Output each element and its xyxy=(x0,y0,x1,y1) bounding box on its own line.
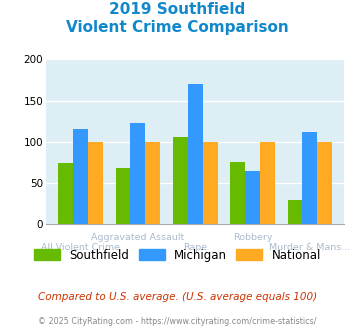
Text: Violent Crime Comparison: Violent Crime Comparison xyxy=(66,20,289,35)
Bar xyxy=(88,142,103,224)
Bar xyxy=(145,142,160,224)
Bar xyxy=(317,142,332,224)
Bar xyxy=(245,171,260,224)
Text: All Violent Crime: All Violent Crime xyxy=(41,243,120,251)
Text: Robbery: Robbery xyxy=(233,233,272,242)
Bar xyxy=(302,132,317,224)
Bar xyxy=(73,129,88,224)
Text: © 2025 CityRating.com - https://www.cityrating.com/crime-statistics/: © 2025 CityRating.com - https://www.city… xyxy=(38,317,317,326)
Bar xyxy=(230,162,245,224)
Bar xyxy=(58,163,73,224)
Text: Rape: Rape xyxy=(183,243,207,251)
Bar xyxy=(173,137,188,224)
Bar xyxy=(260,142,275,224)
Text: Compared to U.S. average. (U.S. average equals 100): Compared to U.S. average. (U.S. average … xyxy=(38,292,317,302)
Bar xyxy=(115,168,130,224)
Bar xyxy=(130,123,145,224)
Legend: Southfield, Michigan, National: Southfield, Michigan, National xyxy=(29,244,326,266)
Text: 2019 Southfield: 2019 Southfield xyxy=(109,2,246,16)
Text: Murder & Mans...: Murder & Mans... xyxy=(269,243,351,251)
Bar xyxy=(288,200,302,224)
Bar xyxy=(203,142,218,224)
Bar xyxy=(188,84,203,224)
Text: Aggravated Assault: Aggravated Assault xyxy=(91,233,185,242)
